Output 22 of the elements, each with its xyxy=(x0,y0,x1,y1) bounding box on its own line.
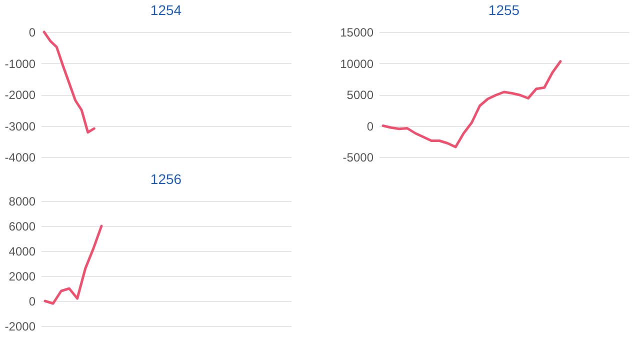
y-tick-label: -5000 xyxy=(342,150,374,164)
line-series xyxy=(44,224,103,305)
y-tick-label: -3000 xyxy=(4,119,36,134)
y-tick-label: -2000 xyxy=(4,320,36,334)
y-tick-label: 6000 xyxy=(8,220,36,234)
y-tick-label: -1000 xyxy=(4,56,36,71)
y-tick-label: 2000 xyxy=(8,270,36,284)
y-tick-label: 10000 xyxy=(340,56,374,71)
y-tick-label: 5000 xyxy=(346,88,374,102)
y-tick-label: -2000 xyxy=(4,88,36,102)
y-tick-label: 0 xyxy=(28,26,36,40)
chart-title: 1256 xyxy=(150,171,182,187)
y-tick-label: 0 xyxy=(28,294,36,308)
y-tick-label: 8000 xyxy=(8,194,36,208)
y-tick-label: 15000 xyxy=(340,26,374,40)
chart-title: 1254 xyxy=(150,2,182,18)
line-series xyxy=(382,60,562,148)
chart-title: 1255 xyxy=(488,2,520,18)
y-tick-label: -4000 xyxy=(4,150,36,164)
y-tick-label: 4000 xyxy=(8,244,36,258)
line-series xyxy=(42,30,96,134)
y-tick-label: 0 xyxy=(366,119,374,134)
